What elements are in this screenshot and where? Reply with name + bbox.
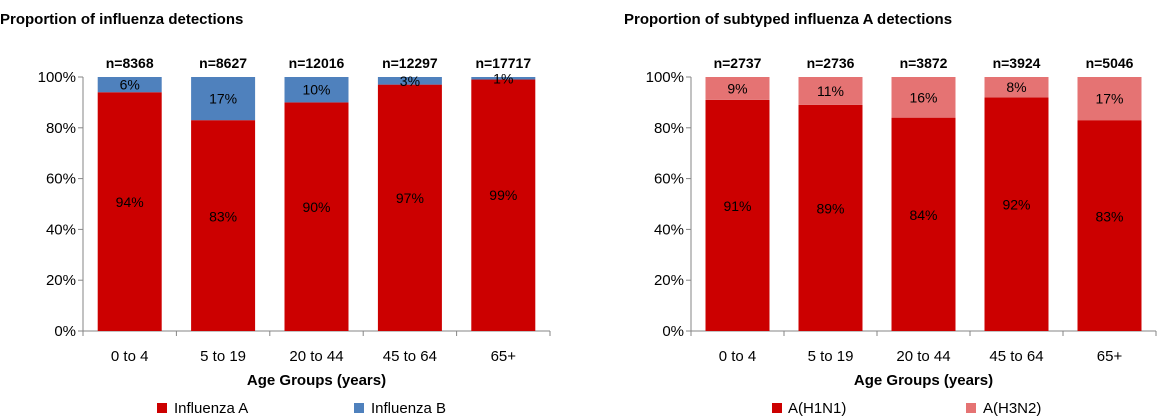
x-tick-label: 20 to 44 [896,348,950,365]
data-label: 16% [909,89,937,105]
data-label: 91% [723,198,751,214]
legend-label: Influenza A [174,400,248,417]
data-label: 9% [727,80,747,96]
x-tick-label: 45 to 64 [989,348,1043,365]
data-label: 84% [909,207,937,223]
sample-size-label: n=2736 [807,55,855,71]
legend-swatch [772,403,782,413]
bar-segment-bottom [284,102,349,332]
chart-title: Proportion of influenza detections [0,11,243,28]
y-tick-label: 60% [654,171,684,188]
data-label: 89% [816,200,844,216]
x-tick-label: 5 to 19 [808,348,854,365]
legend-swatch [354,403,364,413]
bar-segment-bottom [1077,120,1142,332]
sample-size-label: n=12016 [289,55,345,71]
legend-label: A(H1N1) [788,400,846,417]
data-label: 92% [1002,196,1030,212]
data-label: 94% [116,194,144,210]
bar-segment-top [798,77,863,105]
y-tick-label: 0% [54,323,76,340]
y-tick-label: 40% [46,221,76,238]
data-label: 83% [209,208,237,224]
data-label: 17% [1095,91,1123,107]
y-tick-label: 0% [662,323,684,340]
data-label: 99% [489,187,517,203]
y-tick-label: 100% [646,69,684,86]
data-label: 8% [1006,79,1026,95]
y-tick-label: 100% [38,69,76,86]
bar-segment-top [471,77,536,80]
bar-segment-bottom [471,79,536,331]
x-tick-label: 0 to 4 [111,348,149,365]
legend: Influenza A Influenza B [157,400,446,417]
bar-segment-top [284,77,349,103]
bar-segment-top [705,77,770,100]
x-tick-label: 5 to 19 [200,348,246,365]
bar-segment-bottom [191,120,256,332]
data-label: 90% [302,199,330,215]
bar-segment-bottom [97,92,162,332]
data-label: 10% [302,82,330,98]
sample-size-label: n=3872 [900,55,948,71]
data-label: 3% [400,73,420,89]
x-tick-label: 20 to 44 [289,348,343,365]
sample-size-label: n=3924 [993,55,1041,71]
bar-segment-top [97,77,162,93]
chart-subtyped-influenza-a: Proportion of subtyped influenza A detec… [624,11,1157,417]
y-tick-label: 80% [654,120,684,137]
x-axis-title: Age Groups (years) [247,372,386,389]
data-label: 6% [120,77,140,93]
sample-size-label: n=12297 [382,55,438,71]
legend-label: Influenza B [371,400,446,417]
bar-segment-top [377,77,442,85]
data-label: 97% [396,190,424,206]
bar-segment-bottom [984,97,1049,331]
bar-segment-top [1077,77,1142,121]
x-tick-label: 45 to 64 [383,348,437,365]
sample-size-label: n=8368 [106,55,154,71]
sample-size-label: n=2737 [714,55,762,71]
legend-label: A(H3N2) [983,400,1041,417]
legend-swatch [966,403,976,413]
x-tick-label: 0 to 4 [719,348,757,365]
sample-size-label: n=8627 [199,55,247,71]
x-tick-label: 65+ [1097,348,1123,365]
chart-title: Proportion of subtyped influenza A detec… [624,11,952,28]
y-tick-label: 80% [46,120,76,137]
y-tick-label: 60% [46,171,76,188]
data-label: 17% [209,91,237,107]
legend: A(H1N1) A(H3N2) [772,400,1041,417]
bar-segment-bottom [377,84,442,332]
bar-segment-top [191,77,256,121]
bar-segment-bottom [891,117,956,331]
bar-segment-bottom [705,99,770,331]
y-tick-label: 20% [654,272,684,289]
bar-segment-top [891,77,956,118]
sample-size-label: n=17717 [475,55,531,71]
bar-segment-top [984,77,1049,98]
chart-influenza-detections: Proportion of influenza detections 0% 20% 4… [0,11,551,417]
sample-size-label: n=5046 [1086,55,1134,71]
data-label: 1% [493,70,513,86]
x-axis-title: Age Groups (years) [854,372,993,389]
bar-segment-bottom [798,104,863,331]
y-tick-label: 20% [46,272,76,289]
data-label: 83% [1095,208,1123,224]
data-label: 11% [817,83,844,99]
legend-swatch [157,403,167,413]
x-tick-label: 65+ [491,348,517,365]
y-tick-label: 40% [654,221,684,238]
